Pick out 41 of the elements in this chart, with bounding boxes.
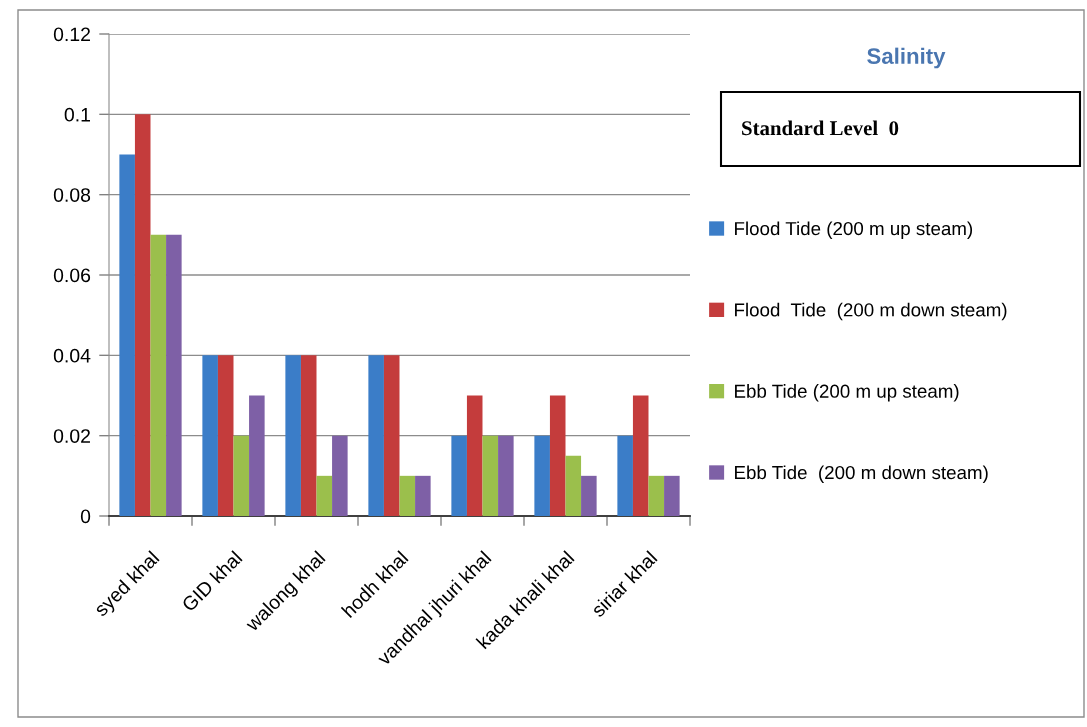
bar — [664, 475, 680, 516]
bar — [249, 395, 265, 516]
bar — [632, 395, 649, 516]
bar — [202, 355, 218, 516]
text: Standard Level 0 — [742, 120, 899, 136]
bar — [332, 435, 348, 516]
bar — [233, 435, 250, 516]
bar — [383, 355, 400, 516]
bar — [617, 435, 633, 516]
bar — [565, 455, 582, 516]
bar — [415, 475, 431, 516]
bar — [285, 355, 301, 516]
text: Salinity — [867, 47, 946, 69]
y-tick-label: 0.02 — [53, 429, 90, 443]
bar — [466, 395, 483, 516]
legend-label: Flood Tide (200 m up steam) — [735, 221, 973, 239]
y-tick-label: 0.08 — [53, 188, 91, 202]
bar — [399, 475, 416, 516]
bar — [300, 355, 317, 516]
bar — [134, 114, 151, 516]
bar — [534, 435, 550, 516]
bar — [498, 435, 514, 516]
legend-label: Flood Tide (200 m down steam) — [735, 302, 1007, 321]
bar — [150, 234, 167, 516]
y-tick-label: 0.06 — [53, 268, 91, 283]
bar — [217, 355, 234, 516]
bar — [482, 435, 499, 516]
legend-label: Ebb Tide (200 m up steam) — [735, 384, 959, 402]
bar — [316, 475, 333, 516]
y-tick-label: 0 — [80, 509, 91, 524]
y-tick-label: 0.1 — [64, 107, 90, 122]
legend-label: Ebb Tide (200 m down steam) — [735, 465, 988, 483]
bar — [119, 154, 135, 516]
y-tick-label: 0.12 — [53, 27, 90, 42]
bar — [581, 475, 597, 516]
y-tick-label: 0.04 — [53, 348, 91, 363]
bar — [451, 435, 467, 516]
bar — [166, 234, 182, 516]
bar — [368, 355, 384, 516]
bar — [549, 395, 566, 516]
bar — [648, 475, 665, 516]
